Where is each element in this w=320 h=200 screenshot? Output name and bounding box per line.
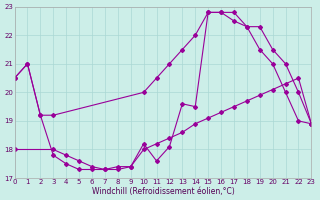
X-axis label: Windchill (Refroidissement éolien,°C): Windchill (Refroidissement éolien,°C)	[92, 187, 234, 196]
